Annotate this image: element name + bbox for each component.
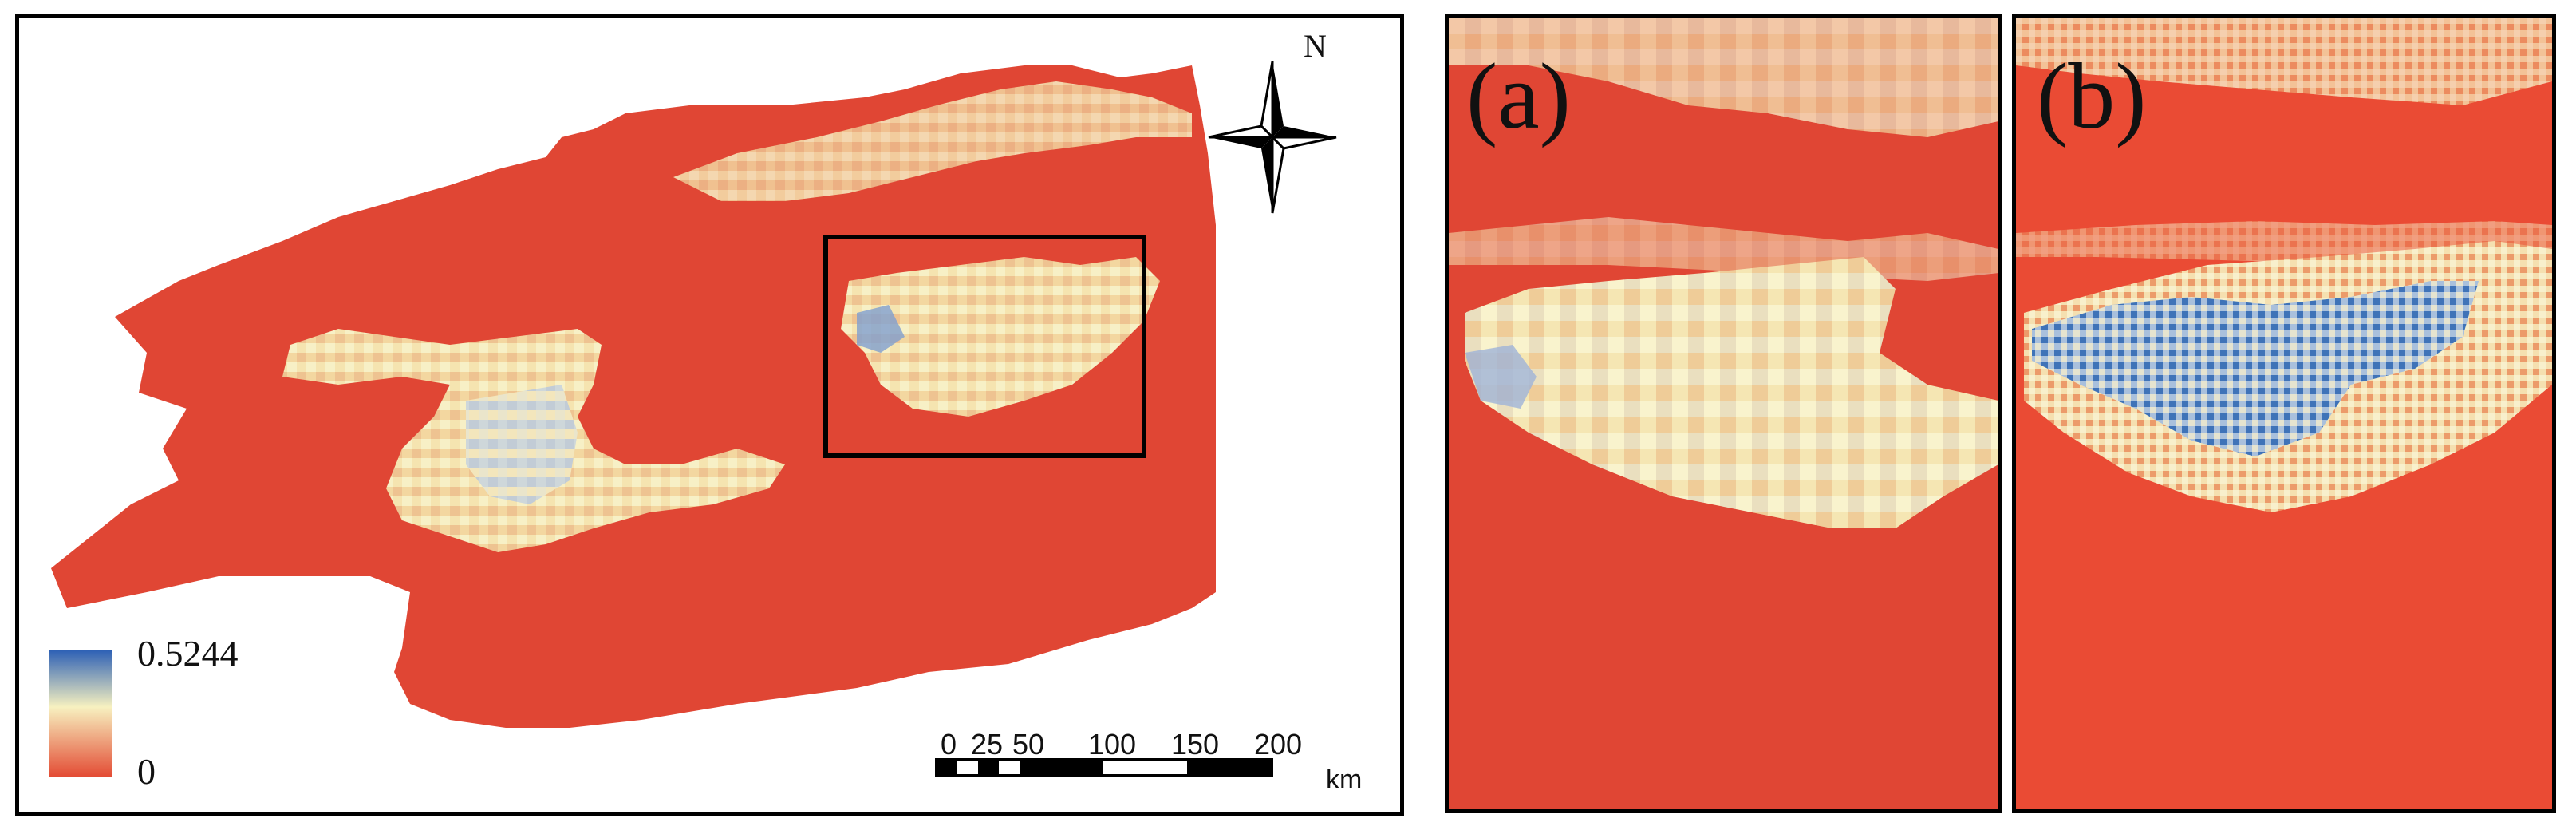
panel-a-blue-patch [1465, 345, 1537, 409]
panel-a-top-band [1449, 18, 1998, 137]
panel-b-top-band [2016, 18, 2552, 105]
scale-unit: km [1326, 765, 1363, 795]
panel-a: (a) [1445, 14, 2002, 813]
scale-tick-200: 200 [1254, 728, 1303, 761]
panel-b: (b) [2012, 14, 2556, 813]
north-arrow-icon [1208, 61, 1337, 214]
scale-tick-50: 50 [1012, 728, 1045, 761]
scale-bar [935, 758, 1273, 777]
scale-tick-0: 0 [941, 728, 957, 761]
legend-min-label: 0 [137, 751, 156, 792]
eastern-patch [841, 257, 1160, 417]
scale-tick-100: 100 [1088, 728, 1137, 761]
panel-b-svg [2016, 18, 2552, 809]
inset-box [823, 235, 1146, 458]
panel-b-label: (b) [2037, 44, 2147, 148]
eastern-blue-patch [857, 305, 905, 353]
scale-tick-25: 25 [971, 728, 1004, 761]
panel-a-main-patch [1465, 257, 1998, 528]
panel-b-blue-patch [2032, 281, 2479, 457]
north-label: N [1304, 28, 1327, 64]
panel-a-svg [1449, 18, 1998, 809]
legend-color-ramp [49, 650, 112, 777]
panel-a-label: (a) [1466, 44, 1571, 148]
northern-fringe [673, 81, 1192, 201]
scale-tick-150: 150 [1171, 728, 1220, 761]
study-area-region [51, 65, 1216, 728]
main-map-panel: 0.5244 0 N 0 25 50 100 150 200 km [15, 14, 1404, 816]
legend-max-label: 0.5244 [137, 633, 239, 674]
western-blue-patch [466, 385, 578, 504]
main-map-svg [51, 61, 1337, 777]
